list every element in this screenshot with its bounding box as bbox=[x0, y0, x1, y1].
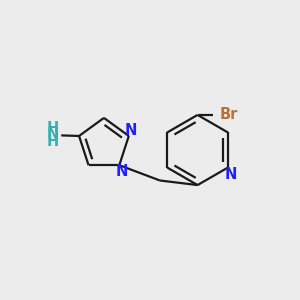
Text: N: N bbox=[125, 123, 137, 138]
Text: H: H bbox=[47, 121, 59, 136]
Text: H: H bbox=[47, 134, 59, 149]
Text: N: N bbox=[225, 167, 237, 182]
Text: N: N bbox=[115, 164, 128, 179]
Text: Br: Br bbox=[220, 107, 238, 122]
Text: N: N bbox=[47, 127, 59, 142]
